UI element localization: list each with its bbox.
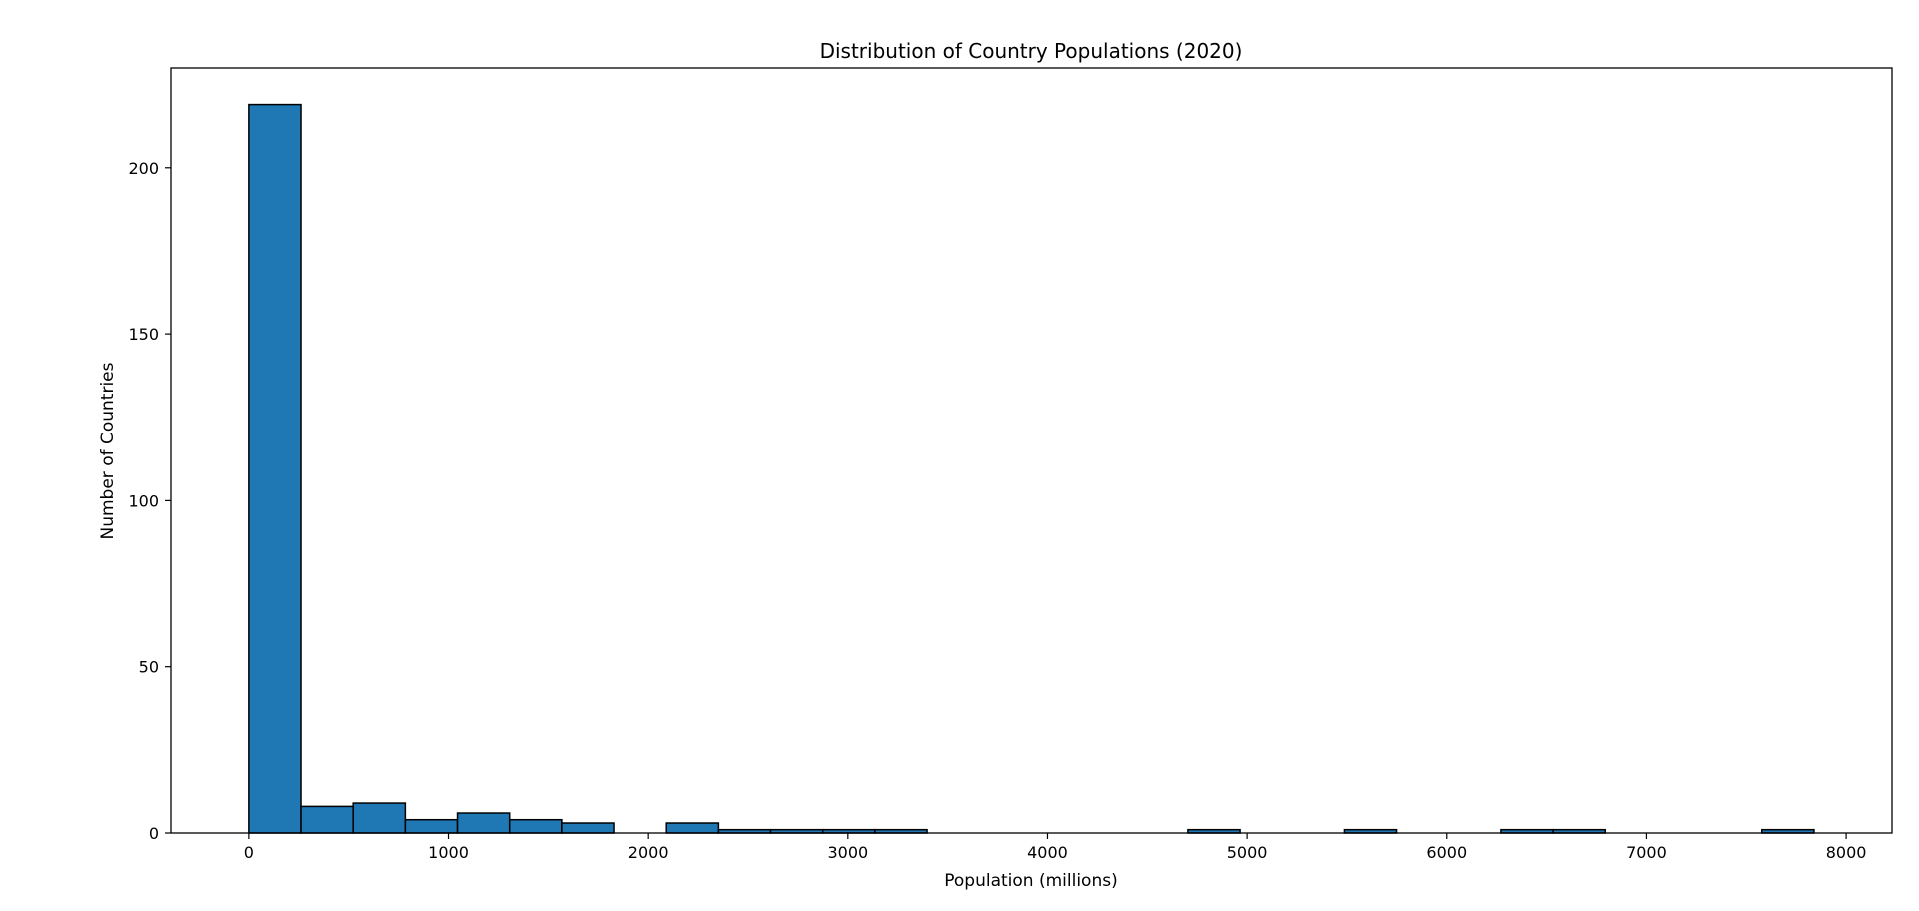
x-tick-label: 8000 bbox=[1826, 843, 1867, 862]
histogram-bar bbox=[404, 818, 459, 834]
x-tick-label: 6000 bbox=[1426, 843, 1467, 862]
y-tick-label: 0 bbox=[149, 824, 159, 843]
histogram-bar bbox=[300, 805, 354, 834]
x-tick-label: 0 bbox=[244, 843, 254, 862]
y-axis: 0 50 100 150 200 bbox=[128, 159, 171, 843]
y-tick-label: 150 bbox=[128, 325, 159, 344]
y-tick-label: 100 bbox=[128, 491, 159, 510]
y-axis-label: Number of Countries bbox=[98, 362, 118, 539]
histogram-bar bbox=[352, 802, 407, 834]
y-tick-label: 200 bbox=[128, 159, 159, 178]
bars-group bbox=[248, 103, 1815, 834]
x-tick-label: 1000 bbox=[428, 843, 469, 862]
x-tick-label: 3000 bbox=[827, 843, 868, 862]
y-tick-label: 50 bbox=[139, 658, 159, 677]
chart-title: Distribution of Country Populations (202… bbox=[820, 39, 1243, 63]
histogram-bar bbox=[665, 822, 720, 834]
x-tick-label: 2000 bbox=[628, 843, 669, 862]
plot-frame bbox=[170, 67, 1893, 834]
x-axis: 0 1000 2000 3000 4000 5000 6000 7000 8000 bbox=[244, 833, 1867, 862]
histogram-bar bbox=[456, 812, 511, 834]
histogram-bar bbox=[248, 103, 302, 834]
x-tick-label: 5000 bbox=[1227, 843, 1268, 862]
x-tick-label: 7000 bbox=[1626, 843, 1667, 862]
histogram-bar bbox=[508, 818, 563, 834]
x-axis-label: Population (millions) bbox=[944, 871, 1117, 891]
histogram-bar bbox=[561, 822, 615, 834]
x-tick-label: 4000 bbox=[1027, 843, 1068, 862]
